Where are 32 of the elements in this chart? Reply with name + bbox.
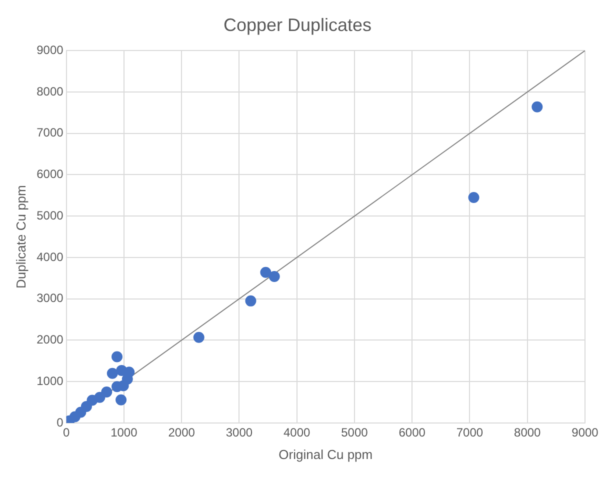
y-tick-label: 8000	[36, 84, 64, 98]
chart-title: Copper Duplicates	[223, 14, 372, 35]
point	[106, 368, 118, 379]
y-tick-label: 9000	[36, 42, 64, 57]
x-tick-label: 4000	[283, 426, 310, 440]
point	[101, 386, 112, 398]
y-tick-label: 5000	[36, 208, 64, 222]
y-tick-label: 7000	[36, 126, 64, 140]
y-tick-label: 6000	[36, 167, 64, 182]
y-tick-label: 3000	[36, 291, 64, 306]
y-tick-label: 0	[56, 415, 64, 430]
y-tick-label: 4000	[36, 250, 64, 264]
point	[268, 271, 280, 282]
x-tick-label: 9000	[572, 426, 599, 440]
point	[112, 351, 123, 362]
point	[245, 295, 256, 306]
x-tick-label: 8000	[514, 426, 542, 440]
x-tick-label: 5000	[341, 426, 368, 440]
point	[532, 101, 543, 112]
x-tick-label: 6000	[398, 426, 426, 440]
y-axis-title: Duplicate Cu ppm	[13, 185, 28, 288]
x-tick-label: 7000	[456, 426, 484, 440]
x-tick-label: 3000	[226, 426, 253, 440]
point	[116, 394, 127, 406]
x-tick-label: 1000	[110, 426, 138, 440]
point	[260, 266, 272, 278]
x-tick-label: 2000	[168, 426, 196, 440]
x-axis-title: Original Cu ppm	[278, 446, 373, 462]
y-tick-label: 1000	[36, 374, 64, 388]
y-tick-label: 2000	[36, 332, 64, 347]
point	[193, 332, 204, 343]
point	[468, 192, 480, 203]
